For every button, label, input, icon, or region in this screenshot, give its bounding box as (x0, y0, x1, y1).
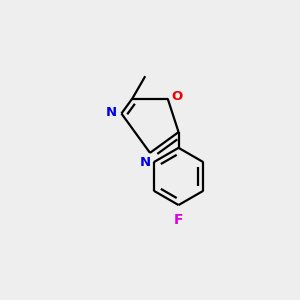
Text: N: N (139, 156, 150, 169)
Text: O: O (172, 90, 183, 103)
Text: F: F (174, 213, 183, 227)
Text: N: N (106, 106, 117, 118)
